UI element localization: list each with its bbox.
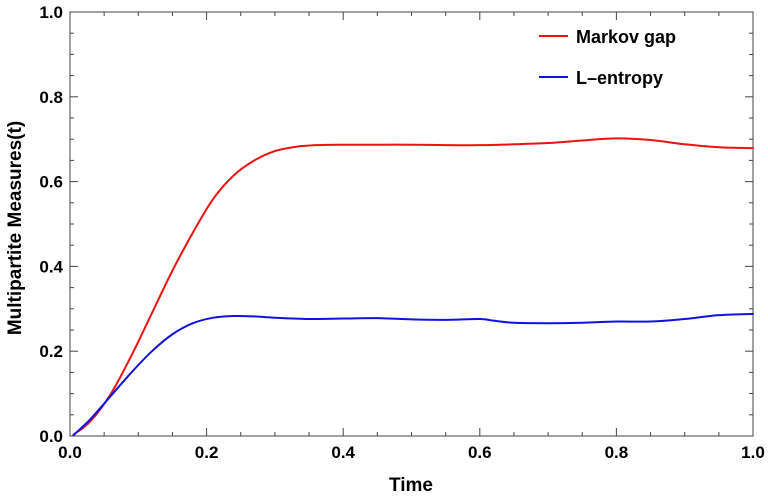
legend-label: Markov gap <box>576 27 676 47</box>
x-tick-label: 1.0 <box>741 443 765 462</box>
y-axis-title: Multipartite Measures(t) <box>5 121 26 335</box>
legend: Markov gap L–entropy <box>539 27 676 88</box>
x-axis-title: Time <box>389 475 433 496</box>
y-tick-label: 0.2 <box>39 342 63 361</box>
series-line-0 <box>72 137 754 436</box>
minor-ticks <box>70 12 753 436</box>
y-tick-label: 0.4 <box>39 257 63 276</box>
x-tick-labels: 0.0 0.2 0.4 0.6 0.8 1.0 <box>58 443 765 462</box>
legend-label: L–entropy <box>576 68 663 88</box>
y-tick-label: 0.8 <box>39 88 63 107</box>
x-tick-label: 0.2 <box>195 443 219 462</box>
series-line-1 <box>72 312 754 437</box>
series-lines <box>72 137 754 437</box>
y-tick-labels: 0.0 0.2 0.4 0.6 0.8 1.0 <box>39 3 63 446</box>
x-tick-label: 0.4 <box>331 443 355 462</box>
major-ticks <box>69 11 754 437</box>
x-tick-label: 0.6 <box>468 443 492 462</box>
y-tick-label: 0.0 <box>39 427 63 446</box>
x-tick-label: 0.8 <box>605 443 629 462</box>
x-tick-label: 0.0 <box>58 443 82 462</box>
y-tick-label: 1.0 <box>39 3 63 22</box>
y-tick-label: 0.6 <box>39 173 63 192</box>
